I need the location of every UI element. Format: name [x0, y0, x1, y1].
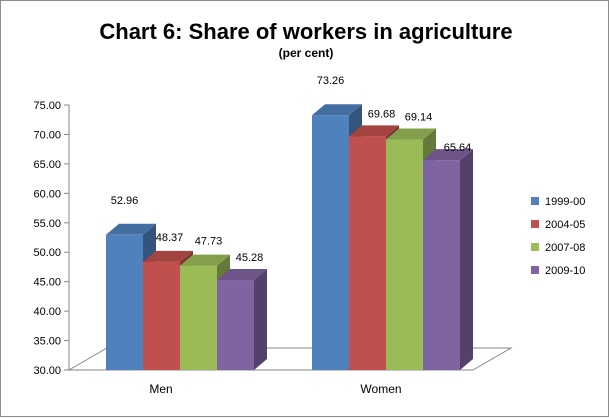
y-tick-label: 50.00 [33, 247, 61, 259]
bar-side [254, 269, 267, 370]
legend-label: 2007-08 [545, 242, 585, 254]
value-label: 65.64 [444, 142, 472, 154]
bar-top [180, 254, 230, 266]
chart-title: Chart 6: Share of workers in agriculture [99, 19, 512, 44]
bar-2009-10-men [217, 269, 267, 370]
legend-label: 2009-10 [545, 265, 585, 277]
bar-side [460, 149, 473, 370]
legend-label: 2004-05 [545, 219, 585, 231]
legend-swatch [531, 220, 539, 228]
bar-top [423, 149, 473, 161]
value-label: 48.37 [156, 232, 184, 244]
legend-item: 2007-08 [531, 242, 585, 254]
value-label: 73.26 [317, 75, 345, 87]
x-axis: Men Women [149, 382, 401, 396]
y-tick-label: 75.00 [33, 100, 61, 112]
value-label: 45.28 [236, 252, 264, 264]
bar-front [349, 136, 386, 370]
bar-front [217, 280, 254, 370]
bar-top [143, 250, 193, 262]
legend-item: 1999-00 [531, 196, 585, 208]
legend-swatch [531, 243, 539, 251]
value-label: 52.96 [111, 195, 139, 207]
value-label: 69.14 [405, 112, 433, 124]
legend-swatch [531, 197, 539, 205]
bar-2009-10-women [423, 149, 473, 370]
y-tick-label: 65.00 [33, 159, 61, 171]
bar-front [423, 160, 460, 370]
y-tick-label: 70.00 [33, 129, 61, 141]
bar-front [180, 265, 217, 370]
legend-item: 2009-10 [531, 265, 585, 277]
y-tick-label: 40.00 [33, 306, 61, 318]
bar-front [106, 234, 143, 370]
value-label: 47.73 [195, 236, 223, 248]
legend-label: 1999-00 [545, 196, 585, 208]
y-tick-label: 60.00 [33, 188, 61, 200]
chart-subtitle: (per cent) [279, 46, 334, 60]
bar-top [386, 128, 436, 140]
value-label: 69.68 [368, 108, 396, 120]
bar-top [106, 223, 156, 235]
category-label: Men [149, 382, 172, 396]
bar-top [217, 269, 267, 281]
bar-front [386, 139, 423, 370]
bar-top [349, 125, 399, 137]
y-tick-label: 35.00 [33, 336, 61, 348]
bar-front [312, 115, 349, 370]
y-tick-label: 45.00 [33, 277, 61, 289]
legend-item: 2004-05 [531, 219, 585, 231]
legend: 1999-00 2004-05 2007-08 2009-10 [531, 196, 585, 277]
y-axis: 30.00 35.00 40.00 45.00 50.00 55.00 60.00 65.00… [33, 100, 70, 377]
bar-top [312, 104, 362, 116]
y-tick-label: 55.00 [33, 218, 61, 230]
category-label: Women [360, 382, 401, 396]
bar-front [143, 261, 180, 370]
y-tick-label: 30.00 [33, 365, 61, 377]
legend-swatch [531, 266, 539, 274]
bars [106, 104, 473, 370]
value-labels: 52.96 48.37 47.73 45.28 73.26 69.68 69.14 65.64 [111, 75, 472, 264]
